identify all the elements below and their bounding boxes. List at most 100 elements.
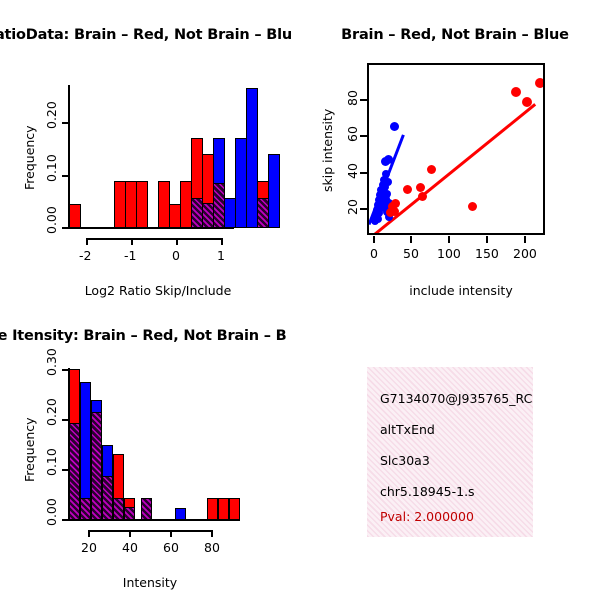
gene-x-tick-40: [129, 530, 131, 537]
ratio-y-ticklabel-2: 0.20: [44, 101, 59, 129]
ratio-x-ticklabel--2: -2: [79, 248, 92, 263]
gene-y-tick-3: [62, 369, 69, 371]
bar-red: [218, 498, 229, 520]
gene-x-ticklabel-40: 40: [122, 540, 138, 555]
gene-y-tick-2: [62, 419, 69, 421]
scatter-x-ticklabel-200: 200: [513, 246, 537, 261]
gene-x-ticklabel-80: 80: [204, 540, 220, 555]
scatter-x-axis-label: include intensity: [409, 283, 513, 298]
bar-blue: [175, 508, 186, 520]
scatter-y-axis-label: skip intensity: [320, 108, 335, 192]
bar-purple: [141, 498, 152, 520]
scatter-x-ticklabel-100: 100: [437, 246, 461, 261]
panel-gene-intensity-histogram: ne Itensity: Brain – Red, Not Brain – B …: [0, 300, 300, 600]
scatter-title: Brain – Red, Not Brain – Blue: [341, 27, 569, 43]
gene-y-ticklabel-1: 0.10: [44, 448, 59, 476]
ratio-y-tick-1: [62, 175, 69, 177]
scatter-y-tick-40: [360, 172, 367, 174]
bar-red: [136, 181, 148, 228]
scatter-x-tick-200: [524, 236, 526, 243]
gene-y-axis-label: Frequency: [22, 417, 37, 482]
data-point-red: [468, 202, 477, 211]
data-point-blue: [390, 122, 399, 131]
bar-purple: [69, 423, 80, 520]
bar-purple: [102, 476, 113, 520]
data-point-red: [403, 185, 412, 194]
gene-x-ticklabel-60: 60: [163, 540, 179, 555]
data-point-blue: [383, 190, 391, 198]
ratio-x-tick--2: [86, 238, 88, 245]
bar-purple: [91, 412, 102, 520]
bar-red: [207, 498, 218, 520]
data-point-red: [416, 183, 425, 192]
scatter-x-ticklabel-150: 150: [475, 246, 499, 261]
ratio-y-ticklabel-0: 0.00: [44, 206, 59, 234]
data-point-red: [427, 165, 436, 174]
info-locus: chr5.18945-1.s: [380, 484, 475, 499]
ratio-x-axis-label: Log2 Ratio Skip/Include: [84, 283, 232, 298]
scatter-y-ticklabel-80: 80: [345, 90, 360, 106]
gene-x-ticklabel-20: 20: [81, 540, 97, 555]
ratio-x-tick-1: [221, 238, 223, 245]
scatter-x-tick-50: [410, 236, 412, 243]
panel-intensity-scatter: Brain – Red, Not Brain – Blue: [300, 0, 600, 300]
ratio-x-tick--1: [131, 238, 133, 245]
data-point-blue: [382, 170, 390, 178]
gene-y-tick-1: [62, 469, 69, 471]
gene-x-tick-80: [211, 530, 213, 537]
bar-purple: [124, 507, 135, 520]
gene-y-ticklabel-2: 0.20: [44, 398, 59, 426]
gene-x-axis-label: Intensity: [122, 575, 178, 590]
scatter-y-ticklabel-40: 40: [345, 163, 360, 179]
gene-annotation-box: G7134070@J935765_RC altTxEnd Slc30a3 chr…: [367, 367, 533, 537]
data-point-red: [418, 192, 427, 201]
info-gene-name: Slc30a3: [380, 453, 430, 468]
gene-x-axis: [88, 530, 212, 532]
scatter-x-tick-150: [486, 236, 488, 243]
data-point-blue: [374, 215, 382, 223]
gene-y-ticklabel-3: 0.30: [44, 348, 59, 376]
ratio-x-ticklabel-1: 1: [217, 248, 225, 263]
bar-purple: [80, 498, 91, 520]
ratio-x-axis: [86, 238, 222, 240]
ratio-y-axis-label: Frequency: [22, 125, 37, 190]
bar-red: [229, 498, 240, 520]
data-point-red: [535, 78, 543, 88]
bar-purple: [113, 498, 124, 520]
ratio-y-tick-0: [62, 227, 69, 229]
scatter-plot-area: [367, 63, 545, 235]
scatter-y-tick-20: [360, 208, 367, 210]
data-point-red: [391, 199, 400, 208]
bar-blue: [268, 154, 280, 228]
data-point-blue: [381, 183, 389, 191]
info-probe-id: G7134070@J935765_RC: [380, 391, 533, 406]
data-point-red: [390, 207, 399, 216]
gene-x-tick-60: [170, 530, 172, 537]
ratio-y-ticklabel-1: 0.10: [44, 154, 59, 182]
gene-x-tick-20: [88, 530, 90, 537]
ratio-baseline: [68, 227, 234, 229]
scatter-y-ticklabel-60: 60: [345, 126, 360, 142]
scatter-x-tick-0: [373, 236, 375, 243]
gene-intensity-title: ne Itensity: Brain – Red, Not Brain – B: [0, 328, 287, 344]
ratio-y-tick-2: [62, 122, 69, 124]
ratio-x-ticklabel-0: 0: [172, 248, 180, 263]
gene-baseline: [68, 519, 240, 521]
ratio-y-axis: [68, 85, 70, 228]
ratio-x-tick-0: [176, 238, 178, 245]
scatter-x-tick-100: [448, 236, 450, 243]
info-pval: Pval: 2.000000: [380, 509, 474, 524]
data-point-blue: [381, 202, 389, 210]
data-point-blue: [384, 178, 392, 186]
data-point-red: [522, 97, 532, 107]
gene-y-ticklabel-0: 0.00: [44, 498, 59, 526]
info-event-type: altTxEnd: [380, 422, 435, 437]
data-point-red: [511, 87, 521, 97]
data-point-blue: [384, 155, 393, 164]
scatter-y-tick-60: [360, 135, 367, 137]
ratio-histogram-title: RatioData: Brain – Red, Not Brain – Blu: [0, 27, 292, 43]
bar-blue: [246, 88, 258, 228]
scatter-y-tick-80: [360, 99, 367, 101]
data-point-blue: [385, 213, 393, 221]
panel-ratio-histogram: RatioData: Brain – Red, Not Brain – Blu …: [0, 0, 300, 300]
